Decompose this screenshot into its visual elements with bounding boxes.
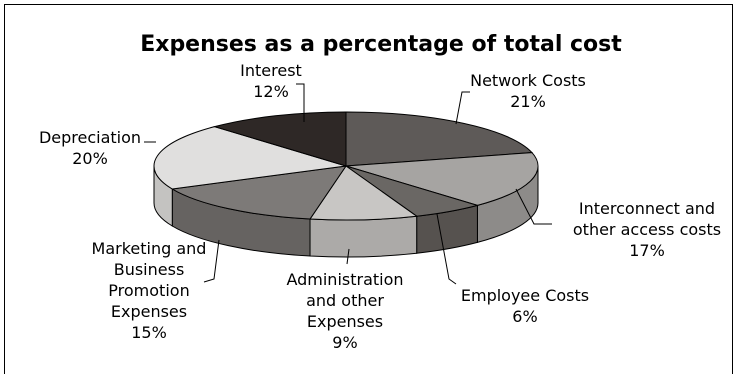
slice-category-label: Marketing and <box>92 239 207 258</box>
slice-percent-label: 15% <box>131 323 167 342</box>
pie-tops <box>153 111 539 221</box>
leader-line <box>515 188 552 225</box>
pie-chart: Expenses as a percentage of total cost N… <box>4 4 733 374</box>
leader-line <box>455 91 470 125</box>
chart-frame: Expenses as a percentage of total cost N… <box>4 4 733 374</box>
slice-percent-label: 21% <box>510 92 546 111</box>
pie-slice <box>345 152 539 206</box>
chart-title: Expenses as a percentage of total cost <box>140 32 622 57</box>
slice-percent-label: 6% <box>512 307 537 326</box>
slice-category-label: Administration <box>286 270 403 289</box>
slice-category-label: Employee Costs <box>461 286 589 305</box>
pie-slice <box>309 165 419 221</box>
pie-slice <box>212 111 347 167</box>
leader-line <box>436 213 457 285</box>
pie-slice-side <box>309 215 418 258</box>
leader-line <box>203 239 220 283</box>
slice-category-label: Business <box>114 260 185 279</box>
slice-percent-label: 17% <box>629 241 665 260</box>
slice-percent-label: 12% <box>253 82 289 101</box>
slice-category-label: Promotion <box>108 281 189 300</box>
slice-category-label: Expenses <box>307 312 383 331</box>
slice-category-label: other access costs <box>573 220 721 239</box>
pie-slice <box>170 165 348 220</box>
leader-lines <box>144 83 552 285</box>
slice-percent-label: 9% <box>332 333 357 352</box>
slice-category-label: Interconnect and <box>579 199 715 218</box>
pie-slice <box>345 111 534 167</box>
leader-line <box>296 83 305 122</box>
pie-slice <box>153 126 347 190</box>
slice-labels: Network Costs 21% Interconnect and other ac… <box>39 61 721 352</box>
slice-category-label: Network Costs <box>470 71 586 90</box>
slice-percent-label: 20% <box>72 149 108 168</box>
slice-category-label: and other <box>306 291 384 310</box>
slice-category-label: Expenses <box>111 302 187 321</box>
slice-category-label: Interest <box>240 61 302 80</box>
leader-line <box>346 248 350 265</box>
slice-category-label: Depreciation <box>39 128 141 147</box>
frame-lines <box>4 4 733 374</box>
pie-sides <box>153 165 539 258</box>
